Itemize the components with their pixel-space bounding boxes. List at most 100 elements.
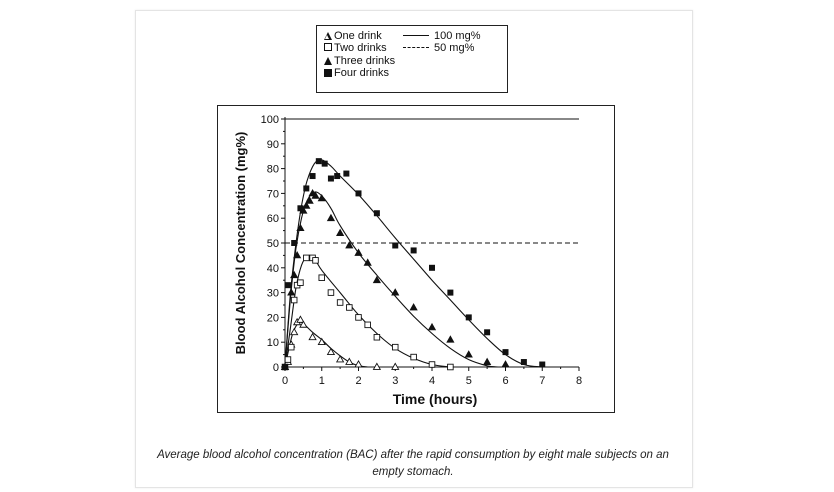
square-open-icon	[323, 42, 332, 54]
point-one-drink	[345, 357, 354, 365]
point-three-drinks	[363, 258, 372, 266]
y-tick-label: 70	[267, 188, 279, 200]
solid-line-icon	[403, 35, 429, 36]
point-four-drinks	[373, 210, 380, 217]
point-four-drinks	[321, 160, 328, 167]
point-three-drinks	[446, 335, 455, 343]
point-two-drinks	[312, 257, 319, 264]
point-four-drinks	[303, 185, 310, 192]
point-four-drinks	[284, 282, 291, 289]
legend-entry-two-drinks: Two drinks	[323, 42, 387, 54]
point-four-drinks	[520, 359, 527, 366]
fitted-curves	[284, 159, 543, 368]
y-tick-label: 60	[267, 213, 279, 225]
point-two-drinks	[284, 356, 292, 363]
x-tick-label: 8	[576, 375, 582, 387]
y-tick-label: 80	[267, 164, 279, 176]
legend-label-100mg: 100 mg%	[434, 30, 481, 42]
point-one-drink	[317, 337, 326, 346]
y-tick-label: 0	[273, 362, 279, 374]
y-tick-label: 30	[267, 288, 279, 300]
point-two-drinks	[391, 343, 399, 351]
point-four-drinks	[282, 364, 288, 370]
x-tick-label: 6	[502, 375, 508, 387]
point-four-drinks	[309, 173, 316, 180]
legend-label-three-drinks: Three drinks	[334, 55, 396, 67]
point-one-drink	[391, 362, 400, 370]
y-tick-label: 100	[261, 114, 279, 126]
x-tick-label: 4	[429, 375, 435, 387]
curve-four-drinks	[284, 159, 543, 368]
legend-entry-one-drink: One drink	[323, 30, 382, 42]
legend-label-one-drink: One drink	[334, 30, 382, 42]
point-two-drinks	[410, 353, 417, 361]
legend-entry-three-drinks: Three drinks	[323, 55, 395, 67]
point-one-drink	[326, 347, 336, 355]
point-two-drinks	[290, 296, 298, 304]
point-three-drinks	[409, 303, 418, 311]
square-filled-icon	[323, 67, 332, 79]
point-two-drinks	[373, 333, 381, 341]
point-one-drink	[299, 320, 308, 328]
y-tick-label: 10	[267, 337, 279, 349]
x-tick-label: 0	[282, 375, 288, 387]
figure-caption: Average blood alcohol concentration (BAC…	[157, 449, 669, 478]
point-two-drinks	[336, 299, 344, 306]
y-axis-title: Blood Alcohol Concentration (mg%)	[233, 132, 248, 355]
y-tick-label: 40	[267, 263, 279, 275]
point-four-drinks	[355, 190, 362, 197]
point-three-drinks	[326, 213, 336, 222]
point-four-drinks	[484, 329, 491, 336]
point-two-drinks	[355, 314, 362, 321]
chart-legend: One drink Two drinks Three drinks Four d…	[316, 25, 508, 93]
point-four-drinks	[327, 175, 334, 182]
point-three-drinks	[336, 228, 345, 236]
point-four-drinks	[334, 173, 341, 180]
triangle-open-icon	[323, 30, 332, 42]
point-four-drinks	[297, 205, 304, 212]
point-three-drinks	[317, 193, 326, 202]
point-three-drinks	[290, 270, 299, 279]
legend-label-four-drinks: Four drinks	[334, 67, 390, 79]
point-three-drinks	[483, 357, 492, 365]
point-one-drink	[296, 315, 305, 323]
reference-lines	[285, 118, 579, 244]
point-four-drinks	[429, 264, 435, 271]
point-two-drinks	[318, 274, 325, 281]
point-three-drinks	[391, 288, 400, 296]
point-three-drinks	[345, 241, 354, 249]
point-two-drinks	[346, 304, 353, 311]
x-axis-title: Time (hours)	[393, 391, 478, 407]
point-four-drinks	[315, 158, 322, 165]
point-two-drinks	[447, 363, 454, 371]
legend-entry-50mg: 50 mg%	[403, 42, 474, 54]
point-four-drinks	[539, 361, 546, 368]
data-points	[280, 158, 546, 371]
point-four-drinks	[410, 247, 417, 254]
y-tick-label: 20	[267, 312, 279, 324]
y-tick-label: 90	[267, 139, 279, 151]
point-four-drinks	[343, 170, 350, 177]
point-three-drinks	[305, 196, 314, 204]
legend-label-two-drinks: Two drinks	[334, 42, 387, 54]
curve-one-drink	[284, 321, 368, 368]
bac-chart: 0 10 20 30 40 50 60 70 80 90 100 0 1 2 3 4 5 6 7 8 Blood Al…	[233, 114, 582, 407]
point-three-drinks	[354, 248, 363, 256]
point-one-drink	[372, 362, 382, 370]
legend-entry-100mg: 100 mg%	[403, 30, 480, 42]
point-three-drinks	[427, 322, 437, 331]
point-two-drinks	[287, 343, 295, 351]
x-tick-label: 3	[392, 375, 398, 387]
point-three-drinks	[302, 201, 311, 209]
point-four-drinks	[502, 349, 509, 356]
y-tick-label: 50	[267, 238, 279, 250]
point-two-drinks	[303, 254, 310, 262]
dashed-line-icon	[403, 47, 429, 48]
point-four-drinks	[291, 240, 298, 246]
point-four-drinks	[447, 289, 454, 296]
point-three-drinks	[464, 350, 473, 358]
curve-three-drinks	[284, 191, 499, 368]
legend-label-50mg: 50 mg%	[434, 42, 475, 54]
legend-entry-four-drinks: Four drinks	[323, 67, 389, 79]
x-tick-label: 1	[319, 375, 325, 387]
